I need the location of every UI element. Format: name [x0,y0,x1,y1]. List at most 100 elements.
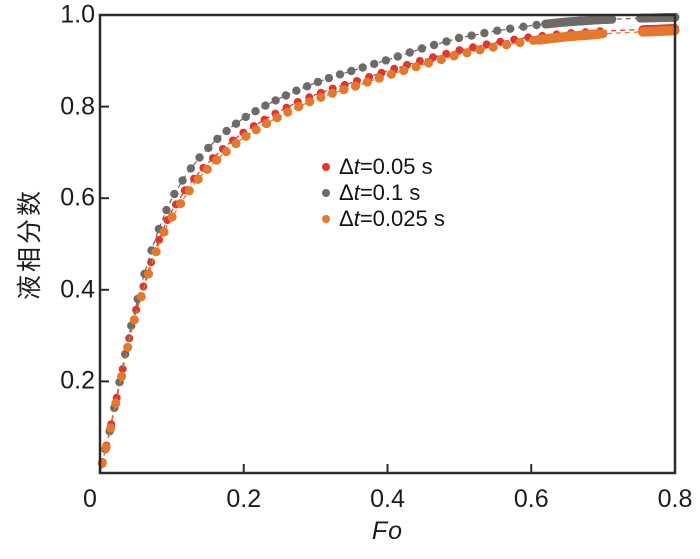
series-3-point [655,26,666,36]
series-3-point [136,292,146,302]
legend-marker-icon [322,215,330,223]
legend-item-1: Δt=0.05 s [322,156,445,178]
series-3-point [327,88,337,98]
y-tick-label-0.6: 0.6 [60,183,95,212]
series-2-point [519,22,528,31]
series-3-point [449,51,459,61]
series-3-point [202,164,212,174]
series-2-point [121,349,130,359]
series-2-point [442,37,451,46]
series-2-point [493,26,502,35]
series-2-point [545,19,555,28]
y-tick-label-1.0: 1.0 [60,0,95,29]
series-2-point [417,44,427,53]
series-3-point [305,97,315,107]
y-tick-label-0.8: 0.8 [60,92,95,121]
series-3-point [475,45,485,55]
series-3-point [241,131,251,141]
series-2-point [162,205,171,215]
x-tick-label-0: 0 [83,485,97,513]
series-3-point [167,212,177,222]
series-3-point [374,73,384,83]
x-tick-label-0.8: 0.8 [657,485,693,513]
x-tick-label-0.4: 0.4 [370,485,405,513]
legend-marker-icon [322,189,330,197]
series-3-point [542,34,552,44]
series-1-dots [98,24,679,466]
series-2-point [195,153,204,162]
series-1-point [482,40,491,49]
series-3-point [501,40,512,50]
series-2-point [454,33,464,43]
series-3-point [123,342,133,352]
series-2-point [532,20,541,30]
x-axis-title: Fo [371,517,404,545]
series-1-point [469,43,477,52]
legend-item-3: Δt=0.025 s [322,208,445,230]
legend-item-2: Δt=0.1 s [322,182,445,204]
series-1-point [442,49,451,58]
y-tick-label-0.2: 0.2 [60,366,95,395]
series-2-point [170,189,179,199]
legend: Δt=0.05 s Δt=0.1 s Δt=0.025 s [322,156,445,230]
x-tick-label-0.2: 0.2 [226,485,262,513]
series-2-point [231,119,241,128]
series-2-point [586,16,595,25]
series-2-point [261,101,270,110]
series-3-point [411,62,421,72]
series-2-point [222,126,231,136]
series-3-point [101,442,111,453]
series-2-point [281,91,291,100]
series-3-point [272,113,282,123]
series-2-point [324,73,334,83]
series-3-point [584,30,594,40]
series-3-point [386,69,396,79]
series-2-point [292,86,301,95]
series-2-point [393,52,402,61]
plot-frame [98,13,677,475]
series-3-point [143,269,154,279]
series-3-point [221,146,231,157]
series-1-point [455,46,464,55]
series-1-point [118,365,127,374]
series-3-point [251,125,261,135]
legend-label: Δt=0.025 s [339,206,445,231]
series-1-line [99,27,676,474]
series-3-dots [97,26,680,468]
series-2-point [506,24,515,33]
y-axis-title: 液相分数 [16,187,44,301]
series-2-point [480,28,489,38]
series-2-point [241,112,250,122]
series-2-point [302,82,312,91]
series-2-point [572,17,582,26]
series-3-point [515,37,525,48]
series-2-dots [97,13,680,468]
series-2-point [271,96,280,105]
series-2-point [467,31,476,40]
series-2-point [405,48,414,57]
series-2-point [178,176,187,185]
series-3-point [436,54,446,65]
series-3-point [294,102,304,112]
series-3-point [399,65,409,76]
series-3-point [117,371,127,381]
series-3-point [316,92,326,102]
series-3-point [106,423,116,433]
series-3-point [184,186,194,196]
series-2-point [213,134,222,144]
series-3-point [231,139,241,149]
series-3-point [424,58,434,68]
series-3-point [528,35,539,46]
series-3-point [570,31,580,41]
series-2-line [99,16,676,474]
series-2-point [358,63,367,72]
series-3-point [212,155,222,165]
x-tick-label-0.6: 0.6 [513,485,549,513]
series-2-point [186,164,196,173]
series-2-point [313,77,323,87]
legend-marker-icon [322,163,330,171]
series-2-point [204,143,213,153]
series-3-point [462,48,472,58]
